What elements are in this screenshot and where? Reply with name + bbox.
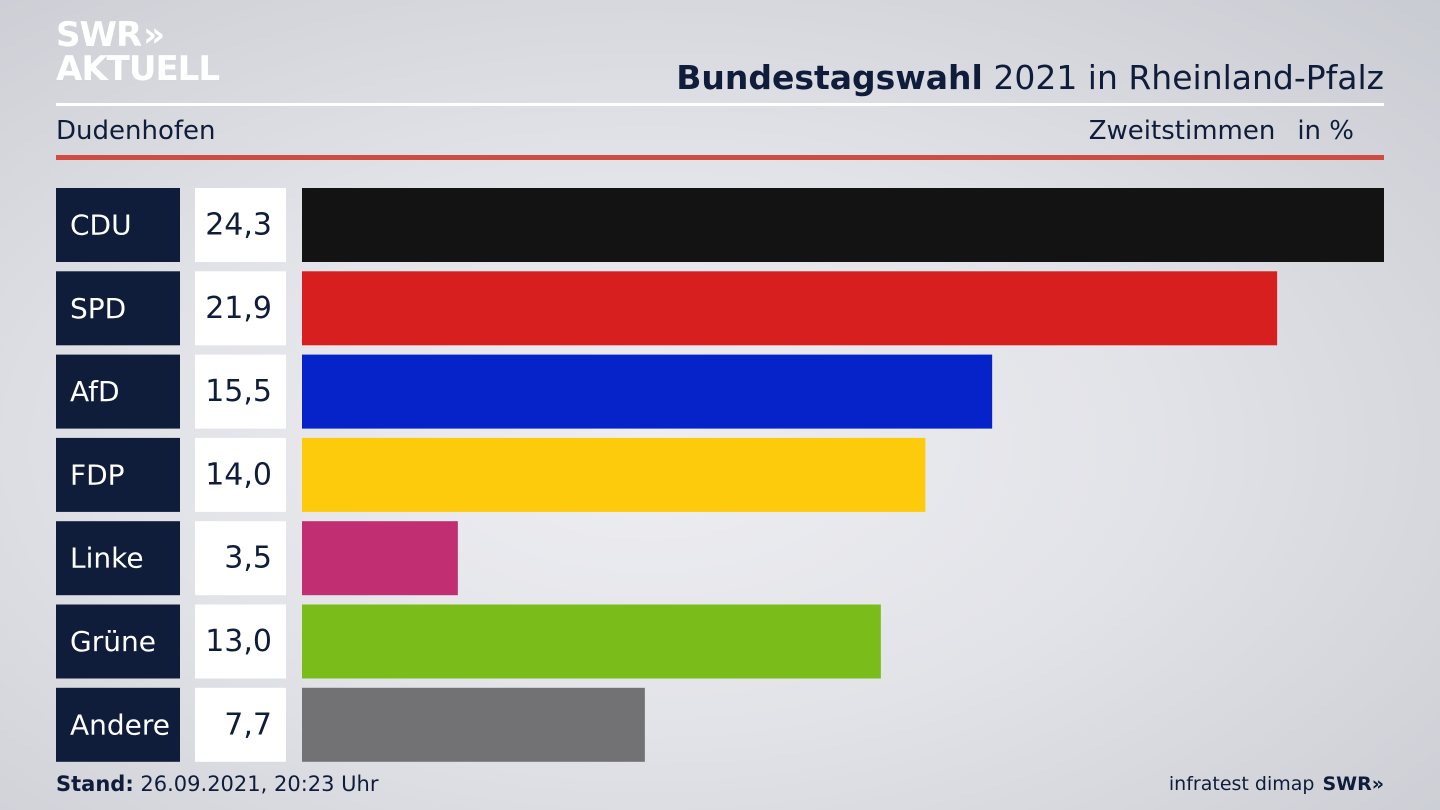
value-label-spd: 21,9 (205, 291, 272, 326)
bar-andere (302, 687, 645, 762)
location-label: Dudenhofen (56, 116, 216, 146)
value-label-cdu: 24,3 (205, 208, 272, 243)
value-box-gr-ne (195, 604, 286, 679)
value-label-linke: 3,5 (224, 541, 272, 576)
measure-label: Zweitstimmen in % (1089, 116, 1354, 146)
party-label-gr-ne: Grüne (70, 625, 156, 658)
timestamp-label: Stand: (56, 772, 134, 796)
party-label-fdp: FDP (70, 458, 125, 491)
value-box-afd (195, 354, 286, 429)
title-rest: 2021 in Rheinland-Pfalz (982, 58, 1384, 97)
party-label-box-gr-ne (56, 604, 180, 679)
logo-text-swr: SWR (56, 15, 142, 55)
accent-divider (56, 155, 1384, 160)
title-divider (56, 103, 1384, 106)
value-box-spd (195, 271, 286, 346)
swr-logo-small: SWR» (1322, 773, 1384, 795)
party-label-afd: AfD (70, 375, 120, 408)
measure-name: Zweitstimmen (1088, 116, 1276, 146)
timestamp: Stand: 26.09.2021, 20:23 Uhr (56, 772, 379, 796)
value-label-andere: 7,7 (224, 707, 272, 742)
value-box-andere (195, 687, 286, 762)
party-label-andere: Andere (70, 708, 170, 741)
swr-aktuell-logo: SWR» AKTUELL (56, 15, 220, 89)
value-box-fdp (195, 437, 286, 512)
title-bold: Bundestagswahl (676, 58, 983, 97)
value-label-afd: 15,5 (205, 374, 272, 409)
party-label-box-fdp (56, 437, 180, 512)
bar-gr-ne (302, 604, 881, 679)
value-box-linke (195, 521, 286, 596)
logo-text-aktuell: AKTUELL (56, 49, 220, 89)
party-label-linke: Linke (70, 542, 144, 575)
timestamp-value: 26.09.2021, 20:23 Uhr (133, 772, 379, 796)
source-name: infratest dimap (1168, 773, 1315, 795)
unit-label: in % (1297, 116, 1354, 146)
bar-fdp (302, 437, 926, 512)
page-title: Bundestagswahl 2021 in Rheinland-Pfalz (676, 58, 1384, 97)
logo-chevrons-icon: » (143, 15, 165, 55)
party-label-spd: SPD (70, 292, 126, 325)
party-label-box-spd (56, 271, 180, 346)
party-label-box-afd (56, 354, 180, 429)
bar-spd (302, 271, 1278, 346)
party-label-box-cdu (56, 188, 180, 262)
bar-cdu (302, 188, 1384, 262)
value-box-cdu (195, 188, 286, 262)
party-label-cdu: CDU (70, 209, 132, 242)
bar-afd (302, 354, 993, 429)
value-label-fdp: 14,0 (205, 457, 272, 492)
bar-linke (302, 521, 458, 596)
value-label-gr-ne: 13,0 (205, 624, 272, 659)
party-label-box-andere (56, 687, 180, 762)
source-credit: infratest dimap SWR» (1169, 773, 1384, 795)
party-label-box-linke (56, 521, 180, 596)
